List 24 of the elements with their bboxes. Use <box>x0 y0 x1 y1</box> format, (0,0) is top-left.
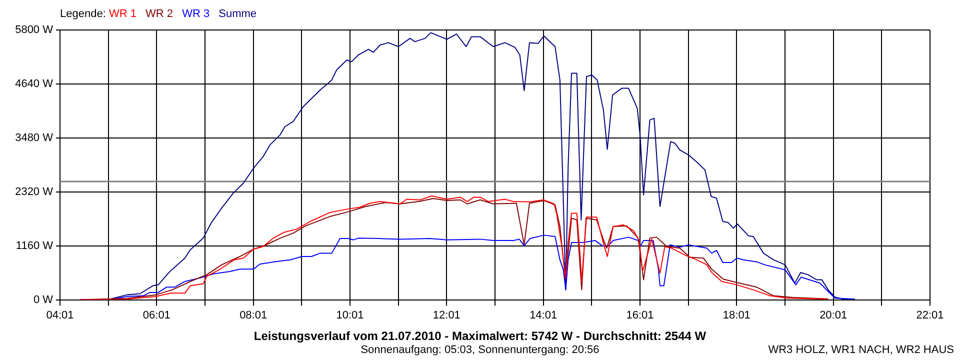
x-tick-label: 04:01 <box>46 309 74 322</box>
text: WR 1 <box>108 8 136 20</box>
x-tick-label: 20:01 <box>820 309 848 322</box>
x-tick-label: 10:01 <box>336 309 364 322</box>
y-tick-label: 1160 W <box>16 240 54 252</box>
y-tick-label: 5800 W <box>15 24 54 36</box>
x-tick-label: 06:01 <box>142 309 170 322</box>
x-tick-label: 14:01 <box>530 309 558 322</box>
y-tick-label: 3480 W <box>15 132 54 144</box>
text: WR3 HOLZ, WR1 NACH, WR2 HAUS <box>768 344 954 356</box>
text: Leistungsverlauf vom 21.07.2010 - Maximalwert: 5742 W - Durchschnitt: 2544 W <box>252 329 708 343</box>
x-tick-label: 22:01 <box>916 309 944 322</box>
y-tick-label: 4640 W <box>15 78 54 90</box>
y-tick-label: 2320 W <box>15 186 54 198</box>
text: WR 2 <box>146 8 174 20</box>
x-tick-label: 18:01 <box>722 309 750 322</box>
legend-title: Legende: <box>60 8 106 20</box>
text: Summe <box>218 8 257 20</box>
text: Sonnenaufgang: 05:03, Sonnenuntergang: 20:56 <box>360 344 600 356</box>
x-tick-label: 08:01 <box>240 309 268 322</box>
y-tick-label: 0 W <box>33 294 54 306</box>
text: WR 3 <box>182 8 210 20</box>
x-tick-label: 12:01 <box>432 309 460 322</box>
x-tick-label: 16:01 <box>626 309 654 322</box>
